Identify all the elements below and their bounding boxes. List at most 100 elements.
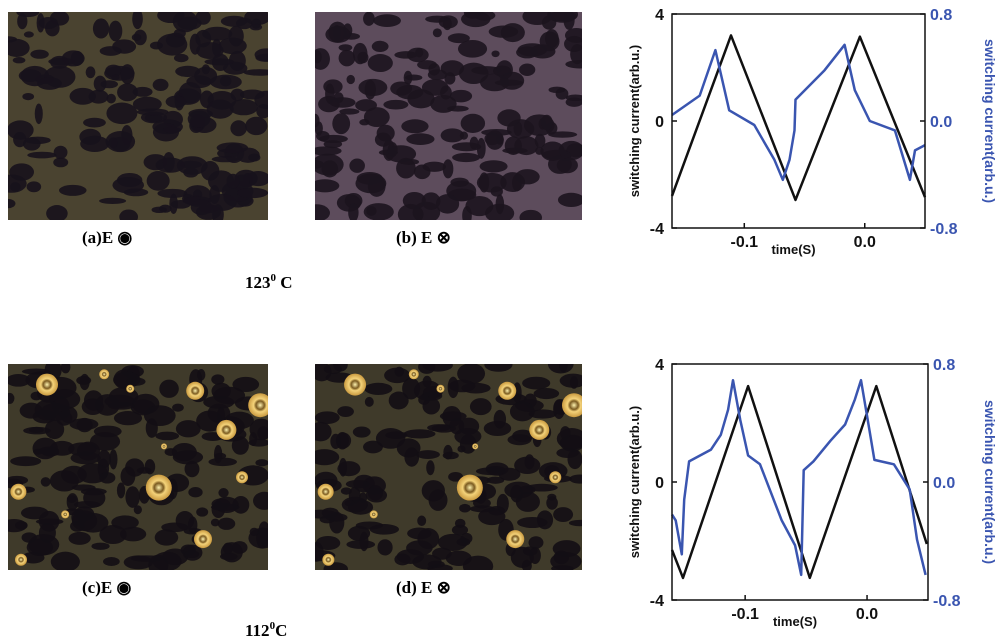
domain [211,374,225,385]
domain [73,500,101,509]
domain [349,158,365,173]
y2-tick-label: 0.0 [930,114,952,131]
spherulite [236,471,248,484]
domain [476,137,486,159]
domain [363,12,375,26]
domain [229,99,259,116]
domain [154,529,179,546]
spherulite [194,530,212,549]
domain [388,391,409,410]
domain [496,60,513,80]
x-tick-label: 0.0 [856,606,878,623]
domain [8,392,15,404]
domain [80,135,110,153]
domain [71,484,96,491]
domain [206,99,234,119]
domain [132,12,143,30]
spherulite [506,530,525,549]
domain [383,99,409,110]
temp-sup: 0 [271,272,277,284]
domain [427,69,448,81]
x-tick-label: -0.1 [731,606,759,623]
domain [38,17,58,30]
domain [402,191,426,210]
domain [439,411,467,422]
domain [222,61,248,75]
domain [517,517,548,528]
domain [131,33,142,41]
domain [8,120,34,140]
domain [459,503,471,513]
domain [315,204,330,220]
domain [165,95,187,108]
domain [157,188,188,199]
domain [497,109,521,127]
domain [440,128,465,143]
micrograph [315,364,582,570]
domain [183,167,199,178]
domain [352,42,368,65]
domain [126,377,146,386]
domain [217,517,236,530]
domain [119,209,139,220]
domain [462,206,472,220]
micrograph [8,364,268,570]
y-axis-label: switching current(arb.u.) [627,406,642,558]
y2-tick-label: 0.0 [933,475,955,492]
domain [254,48,268,62]
domain [108,137,118,148]
domain [346,74,355,85]
domain [347,499,374,515]
texture [315,364,582,570]
domain [8,198,16,209]
domain [418,394,430,405]
domain [565,97,582,107]
domain [190,199,213,216]
y-tick-label: -4 [650,593,664,610]
domain [486,465,505,473]
domain [356,172,383,185]
domain [210,503,240,511]
domain [358,78,388,97]
domain [447,105,469,112]
domain [213,445,223,464]
domain [70,451,101,465]
spherulite [456,474,483,501]
domain [528,409,557,419]
domain [483,420,512,437]
domain [525,483,558,492]
domain [443,444,453,460]
domain [496,493,509,514]
domain [559,373,582,388]
domain [100,80,118,89]
domain [329,97,356,108]
domain [427,560,445,568]
domain [451,524,469,536]
domain [315,153,344,176]
domain [116,482,126,499]
y2-axis-label: switching current(arb.u.) [982,400,998,564]
micrographs [8,12,582,570]
domain [469,136,479,150]
domain [469,398,492,416]
domain [253,491,268,510]
domain [448,471,464,482]
domain [452,152,481,163]
domain [315,146,342,156]
domain [325,513,348,522]
domain [469,505,495,513]
domain [17,13,28,30]
domain [560,426,571,440]
domain [332,113,351,135]
domain [555,87,569,100]
domain [337,461,361,477]
domain [231,436,249,455]
domain [10,456,42,467]
temperature: 1230 C [245,272,293,292]
domain [108,20,123,42]
domain [83,117,106,128]
domain [417,60,438,70]
domain [184,460,200,478]
domain [315,113,320,128]
x-tick-label: 0.0 [854,234,876,251]
